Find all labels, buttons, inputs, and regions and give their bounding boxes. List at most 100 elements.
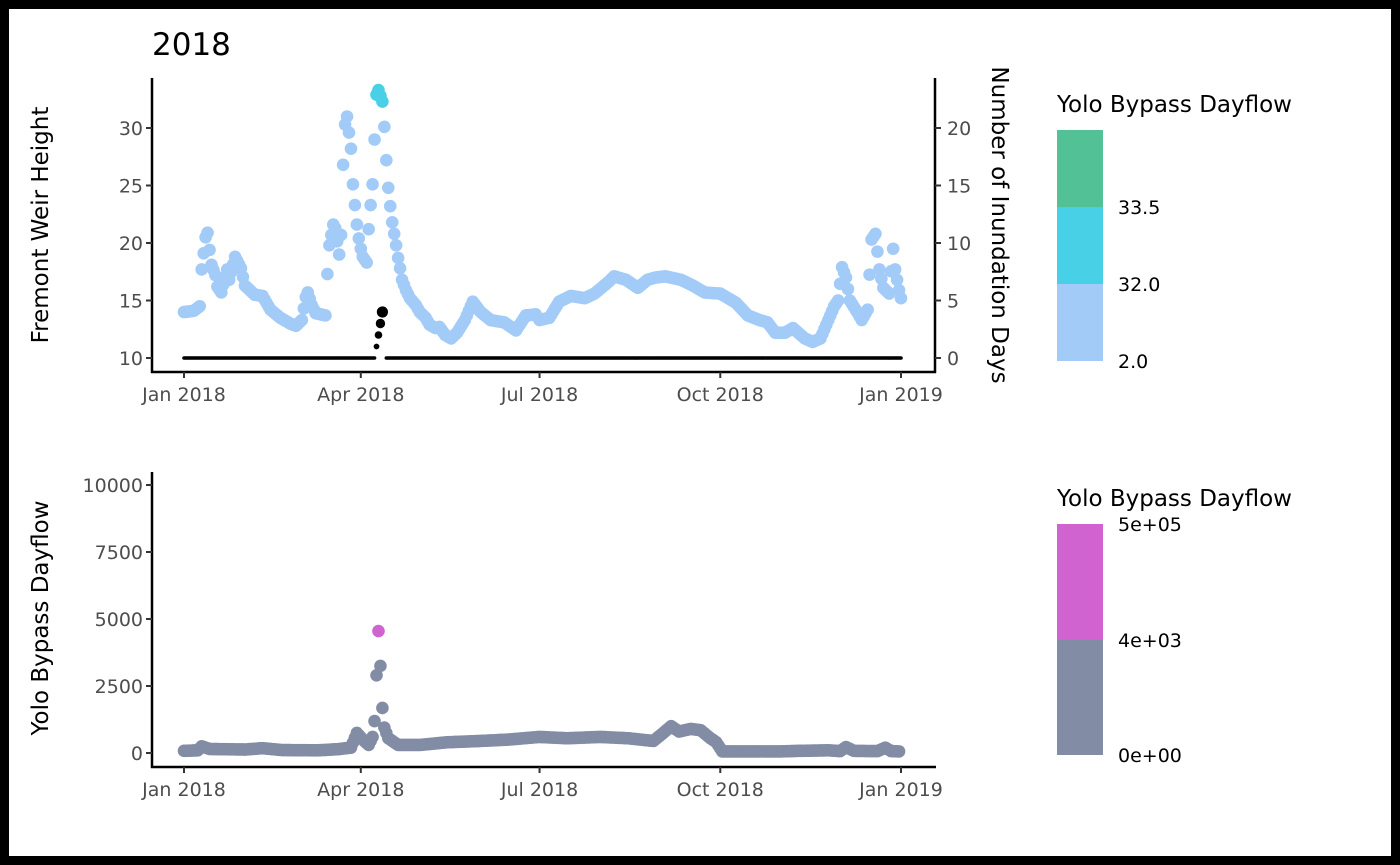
weir-height-point	[201, 226, 214, 239]
top-axis-ticks: Jan 2018 Apr 2018 Jul 2018 Oct 2018 Jan 2019…	[119, 118, 971, 406]
weir-height-point	[378, 120, 391, 134]
weir-height-point	[381, 181, 395, 195]
weir-height-point	[888, 263, 902, 276]
top-y-tick-label: 25	[119, 176, 143, 198]
dayflow-point	[366, 730, 379, 744]
weir-height-point	[389, 239, 403, 252]
weir-height-point-fill	[841, 282, 855, 296]
inundation-point	[375, 318, 386, 329]
dayflow-point	[376, 701, 389, 715]
bottom-legend-label: 0e+00	[1118, 745, 1182, 767]
bottom-axis-ticks: Jan 2018 Apr 2018 Jul 2018 Oct 2018 Jan 2019…	[83, 475, 943, 801]
bottom-y-tick-label: 2500	[95, 676, 143, 698]
top-legend-label: 32.0	[1118, 274, 1160, 296]
weir-height-point-fill	[871, 245, 884, 258]
inundation-point	[373, 343, 380, 350]
bottom-legend: Yolo Bypass Dayflow 0e+00 4e+03 5e+05	[1056, 486, 1292, 767]
top-x-tick-label: Jan 2018	[141, 384, 226, 406]
inundation-point	[376, 306, 389, 318]
top-legend-label: 2.0	[1118, 351, 1148, 373]
weir-height-point	[332, 248, 346, 261]
weir-height-point	[209, 268, 222, 282]
bottom-legend-bin-low	[1057, 640, 1103, 755]
weir-height-point	[385, 216, 399, 229]
bottom-x-tick-label: Oct 2018	[677, 779, 764, 801]
weir-height-point	[839, 271, 853, 284]
weir-height-point	[886, 242, 900, 256]
weir-height-point	[344, 142, 358, 155]
bottom-plot-marks	[177, 624, 906, 758]
bottom-x-tick-label: Jan 2019	[858, 779, 943, 801]
weir-height-point	[346, 178, 360, 191]
weir-height-point	[383, 199, 397, 213]
weir-height-point	[340, 110, 354, 123]
weir-height-point	[195, 263, 208, 276]
bottom-legend-label: 5e+05	[1118, 514, 1182, 536]
weir-height-point	[861, 303, 874, 317]
weir-height-point-fill	[863, 268, 876, 281]
weir-height-point	[295, 313, 309, 327]
weir-height-point	[869, 227, 882, 241]
top-y-tick-label: 10	[119, 348, 143, 370]
weir-height-point	[203, 243, 216, 257]
top-legend-bin-mid	[1057, 207, 1103, 284]
top-y-right-tick-label: 5	[947, 291, 959, 313]
dayflow-point	[368, 714, 381, 728]
dayflow-point	[372, 624, 385, 638]
bottom-y-tick-label: 10000	[83, 475, 143, 497]
weir-height-point	[321, 267, 334, 281]
top-legend-bin-low	[1057, 284, 1103, 361]
top-x-tick-label: Jan 2019	[858, 384, 943, 406]
top-y-tick-label: 20	[119, 233, 143, 255]
bottom-y-tick-label: 7500	[95, 542, 143, 564]
top-x-tick-label: Oct 2018	[677, 384, 764, 406]
top-title: 2018	[152, 27, 231, 63]
inundation-zero-point	[372, 356, 377, 360]
top-panel: 2018 Fremont Weir Height Number of Inund…	[28, 27, 1012, 406]
dayflow-point	[892, 745, 906, 758]
top-y-right-tick-label: 0	[947, 348, 959, 370]
top-y-tick-label: 30	[119, 118, 143, 140]
weir-height-point	[334, 228, 348, 242]
bottom-x-tick-label: Apr 2018	[317, 779, 404, 801]
weir-height-point	[391, 251, 405, 265]
top-legend-title: Yolo Bypass Dayflow	[1056, 92, 1292, 118]
top-y-right-axis-label: Number of Inundation Days	[986, 66, 1012, 383]
weir-height-point	[319, 309, 332, 322]
weir-height-point	[362, 222, 375, 236]
inundation-point	[374, 331, 383, 339]
weir-height-point	[336, 158, 350, 172]
weir-height-point	[366, 178, 379, 191]
top-y-right-tick-label: 15	[947, 176, 971, 198]
bottom-x-tick-label: Jan 2018	[141, 779, 226, 801]
top-legend-bin-high	[1057, 130, 1103, 207]
weir-height-point	[193, 299, 207, 313]
weir-height-point	[393, 262, 407, 275]
weir-height-point	[360, 256, 373, 269]
bottom-x-tick-label: Jul 2018	[500, 779, 578, 801]
weir-height-point	[387, 227, 401, 241]
top-x-tick-label: Jul 2018	[500, 384, 578, 406]
weir-height-point	[348, 198, 362, 212]
weir-height-point	[352, 232, 366, 245]
bottom-legend-label: 4e+03	[1118, 630, 1182, 652]
bottom-y-axis-label: Yolo Bypass Dayflow	[28, 501, 54, 737]
inundation-zero-point	[899, 356, 903, 360]
plot-background	[9, 9, 1391, 856]
weir-height-point	[350, 218, 364, 231]
weir-height-point-fill	[890, 273, 904, 287]
bottom-legend-title: Yolo Bypass Dayflow	[1056, 486, 1292, 512]
weir-height-point	[882, 287, 896, 300]
weir-height-point	[380, 153, 393, 167]
bottom-y-tick-label: 0	[131, 743, 143, 765]
weir-height-point	[376, 95, 389, 108]
top-y-right-tick-label: 20	[947, 118, 971, 140]
bottom-legend-bin-high	[1057, 524, 1103, 640]
top-x-tick-label: Apr 2018	[317, 384, 404, 406]
top-legend-label: 33.5	[1118, 197, 1160, 219]
top-y-tick-label: 15	[119, 291, 143, 313]
weir-height-point	[364, 198, 377, 212]
top-plot-marks	[177, 83, 908, 360]
top-legend: Yolo Bypass Dayflow 2.0 32.0 33.5	[1056, 92, 1292, 373]
